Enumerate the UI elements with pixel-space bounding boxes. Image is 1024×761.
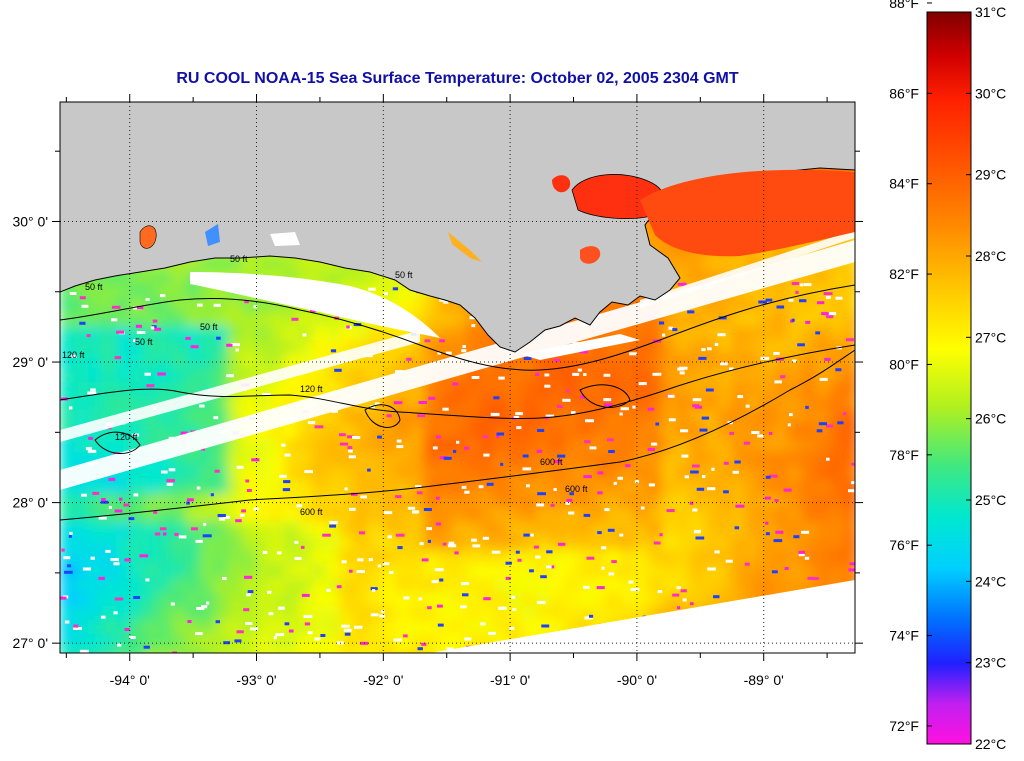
colorbar-celsius-label: 31°C	[975, 4, 1006, 20]
graticule	[60, 102, 855, 653]
colorbar-fahrenheit-labels: 88°F 86°F 84°F 82°F 80°F 78°F 76°F 74°F 72°F	[889, 0, 919, 734]
colorbar-ticks	[927, 2, 971, 745]
longitude-tick-labels: -94° 0' -93° 0' -92° 0' -91° 0' -90° 0' -89° …	[110, 672, 784, 688]
colorbar-celsius-label: 30°C	[975, 85, 1006, 101]
colorbar-celsius-labels: 31°C 30°C 29°C 28°C 27°C 26°C 25°C 24°C 23°C 22°C	[975, 4, 1006, 752]
contour-labels: 50 ft 50 ft 50 ft 50 ft 50 ft 120 ft 120 ft 120…	[62, 254, 588, 517]
contour-label: 50 ft	[135, 337, 153, 347]
inland-water	[139, 169, 855, 264]
colorbar-fahrenheit-label: 84°F	[889, 176, 919, 192]
contour-label: 600 ft	[300, 507, 323, 517]
contour-label: 50 ft	[200, 322, 218, 332]
lat-tick-label: 28° 0'	[12, 495, 48, 511]
contour-label: 120 ft	[62, 350, 85, 360]
swath-gaps	[60, 230, 855, 653]
contour-label: 120 ft	[300, 384, 323, 394]
colorbar-celsius-label: 24°C	[975, 573, 1006, 589]
contour-label: 50 ft	[85, 282, 103, 292]
colorbar-fahrenheit-label: 82°F	[889, 266, 919, 282]
contour-label: 120 ft	[115, 432, 138, 442]
contour-label: 50 ft	[395, 270, 413, 280]
colorbar-celsius-label: 22°C	[975, 736, 1006, 752]
colorbar-fahrenheit-label: 72°F	[889, 718, 919, 734]
colorbar-fahrenheit-label: 80°F	[889, 356, 919, 372]
colorbar-fahrenheit-label: 86°F	[889, 85, 919, 101]
colorbar-celsius-label: 26°C	[975, 411, 1006, 427]
colorbar-celsius-label: 28°C	[975, 248, 1006, 264]
lon-tick-label: -91° 0'	[490, 672, 530, 688]
lon-tick-label: -94° 0'	[110, 672, 150, 688]
latitude-tick-labels: 30° 0' 29° 0' 28° 0' 27° 0'	[12, 213, 48, 651]
lon-tick-label: -93° 0'	[236, 672, 276, 688]
contour-label: 600 ft	[540, 457, 563, 467]
map-panel: 50 ft 50 ft 50 ft 50 ft 50 ft 120 ft 120 ft 120…	[60, 102, 855, 653]
colorbar-celsius-label: 25°C	[975, 492, 1006, 508]
bathymetry-contours	[60, 284, 855, 521]
colorbar-celsius-label: 29°C	[975, 167, 1006, 183]
colorbar-bar	[926, 11, 972, 745]
lat-tick-label: 30° 0'	[12, 213, 48, 229]
contour-label: 50 ft	[230, 254, 248, 264]
colorbar-fahrenheit-label: 88°F	[889, 0, 919, 11]
map-title: RU COOL NOAA-15 Sea Surface Temperature:…	[176, 70, 739, 87]
contour-label: 600 ft	[565, 484, 588, 494]
colorbar-celsius-label: 27°C	[975, 329, 1006, 345]
map-frame	[59, 101, 856, 654]
lon-tick-label: -90° 0'	[617, 672, 657, 688]
axis-ticks	[52, 94, 863, 661]
lat-tick-label: 29° 0'	[12, 354, 48, 370]
colorbar-fahrenheit-label: 76°F	[889, 537, 919, 553]
coastal-gap	[190, 232, 640, 360]
colorbar-celsius-label: 23°C	[975, 655, 1006, 671]
colorbar: 31°C 30°C 29°C 28°C 27°C 26°C 25°C 24°C 23°C 22°C…	[889, 0, 1006, 752]
lon-tick-label: -89° 0'	[744, 672, 784, 688]
lon-tick-label: -92° 0'	[363, 672, 403, 688]
colorbar-fahrenheit-label: 74°F	[889, 628, 919, 644]
colorbar-fahrenheit-label: 78°F	[889, 447, 919, 463]
lat-tick-label: 27° 0'	[12, 635, 48, 651]
